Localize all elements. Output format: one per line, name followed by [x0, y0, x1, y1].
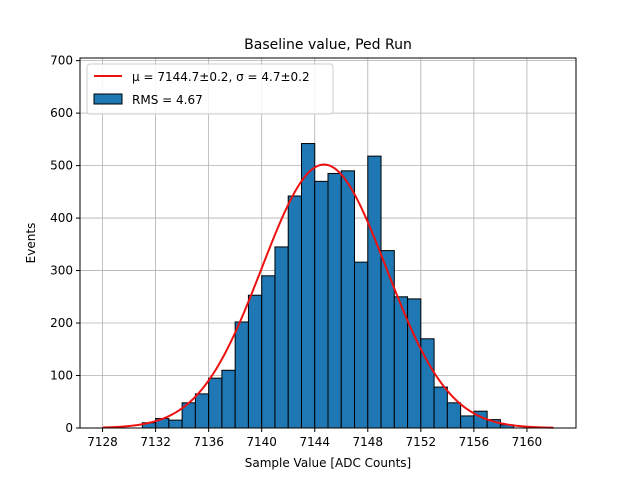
histogram-bar-14	[327, 172, 342, 429]
histogram-bar-9	[261, 275, 276, 429]
x-tick-label-4: 7144	[299, 435, 330, 449]
y-axis-ticks: 0 100 200 300 400 500 600 700	[50, 54, 80, 435]
histogram-bar-17	[367, 155, 382, 429]
legend-box	[86, 63, 334, 115]
x-tick-label-7: 7156	[459, 435, 490, 449]
x-tick-label-1: 7132	[140, 435, 171, 449]
y-tick-label-0: 0	[65, 421, 73, 435]
y-tick-label-7: 700	[50, 54, 73, 68]
legend-rms-label: RMS = 4.67	[132, 93, 203, 107]
x-tick-label-8: 7160	[512, 435, 543, 449]
histogram-bar-16	[354, 261, 369, 429]
histogram-bar-10	[274, 246, 289, 429]
legend-rms-swatch	[93, 93, 123, 105]
x-tick-label-5: 7148	[353, 435, 384, 449]
histogram-bar-12	[300, 143, 316, 429]
y-tick-label-3: 300	[50, 264, 73, 278]
y-tick-label-2: 200	[50, 316, 73, 330]
histogram-bar-24	[460, 415, 475, 429]
histogram-bar-11	[287, 195, 302, 429]
gaussian-fit-curve	[102, 163, 554, 429]
histogram-bar-7	[234, 321, 249, 429]
histogram-bar-8	[247, 294, 263, 429]
y-axis-label: Events	[24, 223, 38, 264]
histogram-bar-15	[340, 170, 356, 429]
fit-curve-group	[102, 163, 554, 429]
x-tick-label-3: 7140	[246, 435, 277, 449]
legend: μ = 7144.7±0.2, σ = 4.7±0.2 RMS = 4.67	[86, 63, 334, 115]
histogram-bar-4	[194, 393, 210, 429]
x-axis-label: Sample Value [ADC Counts]	[245, 456, 411, 470]
plot-frame	[79, 57, 577, 429]
histogram-bar-13	[314, 180, 329, 429]
histogram-bar-22	[433, 386, 448, 429]
legend-fit-label: μ = 7144.7±0.2, σ = 4.7±0.2	[132, 70, 310, 84]
histogram-bar-20	[407, 298, 422, 429]
x-tick-label-6: 7152	[406, 435, 437, 449]
chart-title: Baseline value, Ped Run	[244, 37, 412, 53]
y-tick-label-1: 100	[50, 369, 73, 383]
y-tick-label-6: 600	[50, 106, 73, 120]
y-tick-label-5: 500	[50, 159, 73, 173]
histogram-bar-18	[380, 250, 395, 429]
histogram-bar-2	[168, 419, 183, 429]
x-axis-ticks: 7128 7132 7136 7140 7144 7148 7152 7156 7160	[87, 428, 542, 449]
histogram-bars	[141, 143, 515, 429]
histogram-bar-23	[446, 402, 462, 429]
y-tick-label-4: 400	[50, 211, 73, 225]
histogram-bar-6	[221, 369, 236, 429]
histogram-bar-5	[208, 377, 223, 429]
x-tick-label-2: 7136	[193, 435, 224, 449]
x-tick-label-0: 7128	[87, 435, 118, 449]
